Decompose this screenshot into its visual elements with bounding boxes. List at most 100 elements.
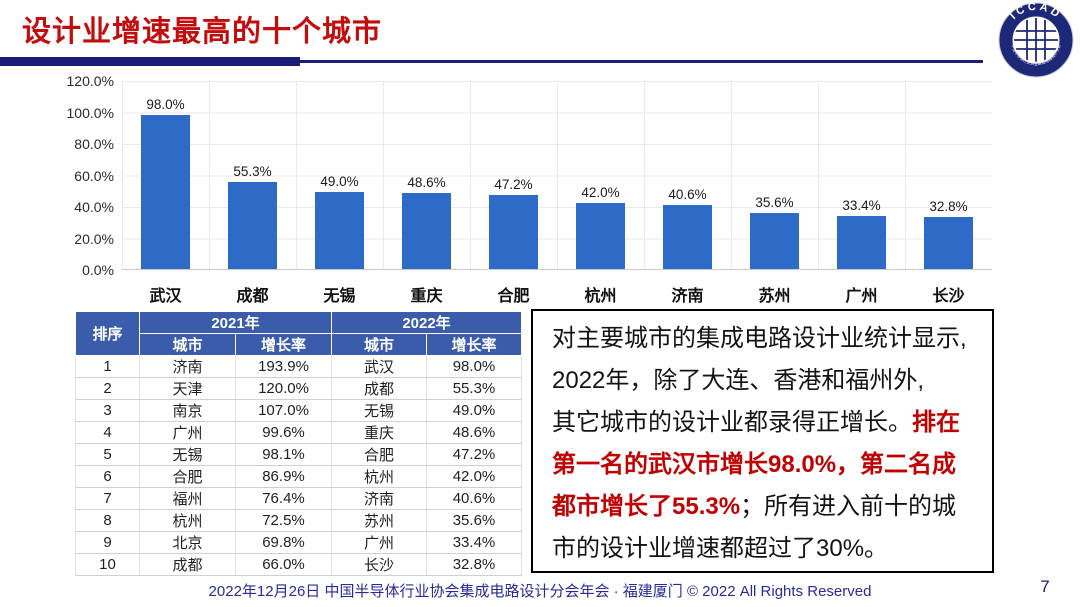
table-cell: 69.8%	[235, 531, 332, 554]
table-cell: 35.6%	[426, 509, 522, 532]
x-tick-label: 长沙	[932, 288, 965, 305]
table-cell: 南京	[139, 399, 236, 422]
table-cell: 济南	[331, 487, 427, 510]
commentary-text-black-1: 对主要城市的集成电路设计业统计显示, 2022年，除了大连、香港和福州外, 其它…	[552, 325, 967, 436]
bar	[750, 212, 799, 269]
y-tick-label: 120.0%	[66, 73, 114, 89]
y-tick-label: 20.0%	[74, 230, 114, 247]
x-tick-label: 广州	[845, 288, 878, 305]
bar-value-label: 55.3%	[233, 163, 272, 179]
table-cell: 98.1%	[235, 443, 332, 466]
header-city-2022: 城市	[331, 333, 427, 356]
iccad-logo: ICCAD 中国半导体行业协会集成电路设计分会	[998, 1, 1074, 78]
table-cell: 4	[75, 421, 140, 444]
page-number: 7	[1040, 577, 1050, 596]
table-cell: 北京	[139, 531, 236, 554]
bar-value-label: 32.8%	[929, 199, 968, 215]
table-cell: 193.9%	[235, 355, 332, 378]
bar-value-label: 42.0%	[581, 184, 620, 200]
table-row: 5 无锡 98.1% 合肥 47.2%	[75, 443, 522, 466]
commentary-box: 对主要城市的集成电路设计业统计显示, 2022年，除了大连、香港和福州外, 其它…	[531, 309, 994, 573]
bar-column: 55.3%	[209, 164, 296, 269]
table-cell: 120.0%	[235, 377, 332, 400]
x-tick-label: 合肥	[497, 288, 530, 305]
ranking-table-header: 排序 2021年 2022年 城市 增长率 城市 增长率	[75, 311, 522, 356]
x-tick-label: 无锡	[323, 288, 356, 305]
table-cell: 重庆	[331, 421, 427, 444]
x-tick-label: 重庆	[410, 288, 443, 305]
y-tick-label: 0.0%	[82, 262, 114, 278]
bar	[402, 192, 451, 269]
table-cell: 成都	[331, 377, 427, 400]
plot-area: 98.0% 55.3% 49.0% 48.6% 47.2% 42.0% 40.6% 35.6%…	[122, 81, 992, 270]
table-row: 1 济南 193.9% 武汉 98.0%	[75, 355, 522, 378]
table-cell: 49.0%	[426, 399, 522, 422]
table-cell: 40.6%	[426, 487, 522, 510]
table-cell: 107.0%	[235, 399, 332, 422]
y-tick-label: 60.0%	[74, 167, 114, 184]
table-cell: 8	[75, 509, 140, 532]
table-row: 10 成都 66.0% 长沙 32.8%	[75, 553, 522, 576]
bar	[489, 194, 538, 269]
bar-value-label: 98.0%	[146, 96, 185, 112]
table-cell: 成都	[139, 553, 236, 576]
title-divider-thin	[300, 60, 983, 63]
table-cell: 3	[75, 399, 140, 422]
table-cell: 杭州	[139, 509, 236, 532]
table-cell: 广州	[331, 531, 427, 554]
table-row: 6 合肥 86.9% 杭州 42.0%	[75, 465, 522, 488]
table-row: 7 福州 76.4% 济南 40.6%	[75, 487, 522, 510]
table-cell: 10	[75, 553, 140, 576]
bar-column: 33.4%	[818, 198, 905, 269]
table-cell: 武汉	[331, 355, 427, 378]
table-row: 9 北京 69.8% 广州 33.4%	[75, 531, 522, 554]
header-year-2022: 2022年	[331, 311, 522, 334]
table-cell: 杭州	[331, 465, 427, 488]
table-cell: 长沙	[331, 553, 427, 576]
table-cell: 1	[75, 355, 140, 378]
bar-column: 42.0%	[557, 185, 644, 269]
bar-column: 32.8%	[905, 199, 992, 269]
table-cell: 苏州	[331, 509, 427, 532]
bar-value-label: 33.4%	[842, 198, 881, 214]
x-axis: 武汉 成都 无锡 重庆 合肥 杭州 济南 苏州 广州 长沙	[122, 282, 992, 306]
bar	[141, 114, 190, 269]
bar-value-label: 47.2%	[494, 176, 533, 192]
x-tick-label: 武汉	[149, 288, 182, 305]
x-tick-label: 济南	[671, 288, 704, 305]
table-cell: 47.2%	[426, 443, 522, 466]
bar-column: 48.6%	[383, 175, 470, 269]
bar	[576, 202, 625, 269]
table-cell: 广州	[139, 421, 236, 444]
iccad-logo-badge: ICCAD 中国半导体行业协会集成电路设计分会	[998, 1, 1074, 78]
y-tick-label: 80.0%	[74, 136, 114, 152]
header-rate-2022: 增长率	[426, 333, 522, 356]
table-row: 8 杭州 72.5% 苏州 35.6%	[75, 509, 522, 532]
table-row: 3 南京 107.0% 无锡 49.0%	[75, 399, 522, 422]
bar	[315, 191, 364, 269]
commentary-text-red: 排在 第一名的武汉市增长98.0%，第二名成 都市增长了55.3%	[552, 409, 960, 520]
x-tick-label: 成都	[236, 288, 269, 305]
bar	[837, 216, 886, 269]
table-cell: 2	[75, 377, 140, 400]
ranking-table: 排序 2021年 2022年 城市 增长率 城市 增长率 1 济南 193.9% 武汉…	[75, 311, 522, 576]
x-tick-label: 苏州	[758, 288, 791, 305]
table-row: 4 广州 99.6% 重庆 48.6%	[75, 421, 522, 444]
table-cell: 济南	[139, 355, 236, 378]
table-cell: 6	[75, 465, 140, 488]
table-cell: 天津	[139, 377, 236, 400]
table-cell: 66.0%	[235, 553, 332, 576]
table-cell: 76.4%	[235, 487, 332, 510]
x-tick-label: 杭州	[584, 288, 617, 305]
commentary-text-black-2: ；所有进入前十的城市的设计业增速都超过了30%。	[552, 493, 957, 562]
bar-column: 98.0%	[122, 97, 209, 269]
bar-column: 49.0%	[296, 174, 383, 269]
growth-bar-chart: 120.0% 100.0% 80.0% 60.0% 40.0% 20.0% 0.0% 98.…	[62, 73, 1002, 309]
table-row: 2 天津 120.0% 成都 55.3%	[75, 377, 522, 400]
bars-container: 98.0% 55.3% 49.0% 48.6% 47.2% 42.0% 40.6% 35.6%…	[122, 81, 992, 269]
table-cell: 86.9%	[235, 465, 332, 488]
table-cell: 福州	[139, 487, 236, 510]
bar-column: 35.6%	[731, 195, 818, 269]
table-cell: 99.6%	[235, 421, 332, 444]
